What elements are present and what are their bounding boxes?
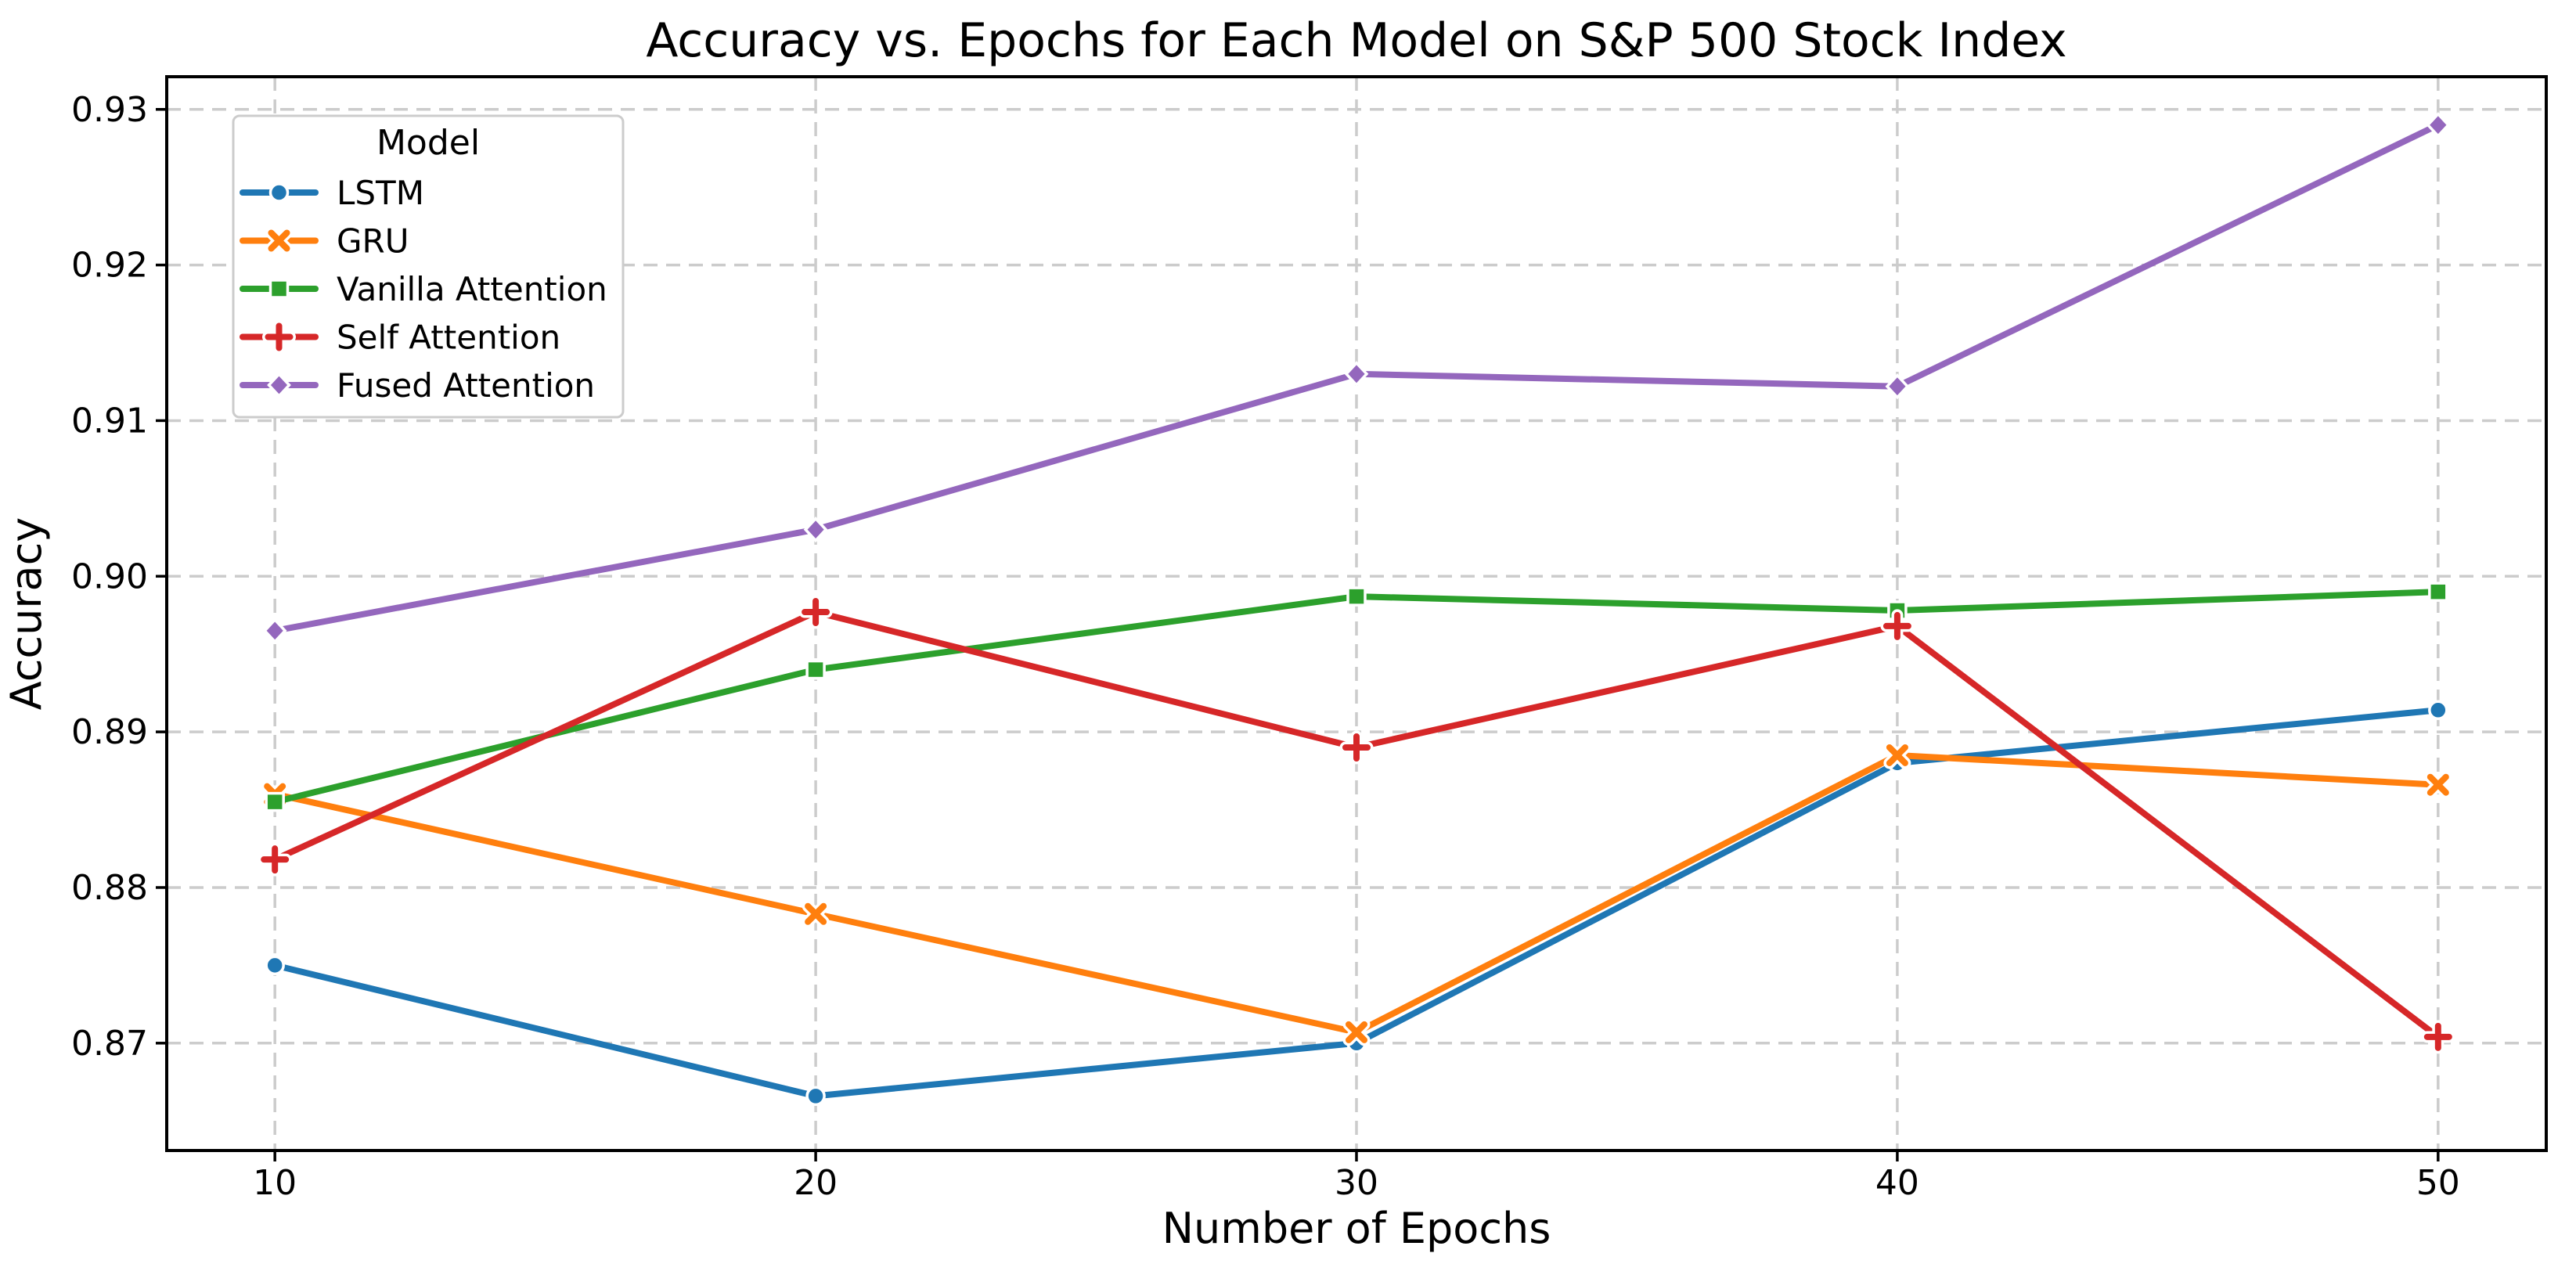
series-vanilla-attention bbox=[265, 582, 2448, 812]
marker-fused-attention bbox=[1344, 361, 1369, 387]
y-tick-label: 0.92 bbox=[71, 246, 148, 286]
chart-title: Accuracy vs. Epochs for Each Model on S&… bbox=[646, 13, 2066, 68]
marker-vanilla-attention bbox=[2428, 582, 2448, 602]
axes: 10 20 30 40 50 0.87 0.88 0.89 0.90 0.91 0.92 0.93 bbox=[71, 75, 2548, 1203]
marker-fused-attention bbox=[2426, 112, 2451, 139]
marker-vanilla-attention bbox=[1346, 586, 1367, 607]
y-tick-label: 0.87 bbox=[71, 1024, 148, 1064]
legend-box bbox=[232, 114, 625, 419]
legend-item-label: Vanilla Attention bbox=[337, 270, 607, 308]
x-tick-label: 30 bbox=[1335, 1163, 1378, 1203]
legend-item-label: LSTM bbox=[337, 174, 424, 212]
y-tick-label: 0.88 bbox=[71, 868, 148, 908]
legend-item-label: Self Attention bbox=[337, 319, 560, 357]
marker-fused-attention bbox=[803, 517, 828, 543]
legend-item-gru: GRU bbox=[240, 222, 409, 261]
marker-self-attention bbox=[798, 595, 833, 629]
legend-marker-icon bbox=[268, 182, 290, 203]
marker-gru bbox=[802, 900, 830, 928]
legend-marker-icon bbox=[265, 227, 293, 254]
series-fused-attention bbox=[262, 112, 2451, 644]
marker-self-attention bbox=[2421, 1020, 2455, 1054]
legend-marker-icon bbox=[262, 320, 296, 354]
legend-item-label: GRU bbox=[337, 222, 409, 261]
y-tick-label: 0.91 bbox=[71, 401, 148, 441]
x-tick-label: 20 bbox=[794, 1163, 838, 1203]
legend-title: Model bbox=[376, 123, 480, 163]
marker-lstm bbox=[265, 955, 285, 976]
marker-gru bbox=[2424, 771, 2452, 799]
marker-fused-attention bbox=[262, 618, 287, 644]
marker-vanilla-attention bbox=[265, 791, 285, 812]
legend-item-self-attention: Self Attention bbox=[240, 319, 560, 357]
x-axis-label: Number of Epochs bbox=[1162, 1204, 1551, 1253]
legend-item-fused-attention: Fused Attention bbox=[240, 366, 595, 405]
marker-lstm bbox=[2428, 700, 2448, 721]
marker-self-attention bbox=[1339, 730, 1374, 765]
x-tick-label: 10 bbox=[253, 1163, 297, 1203]
y-tick-label: 0.90 bbox=[71, 556, 148, 596]
marker-self-attention bbox=[1880, 609, 1915, 643]
y-tick-label: 0.89 bbox=[71, 712, 148, 752]
marker-gru bbox=[1883, 741, 1911, 769]
marker-vanilla-attention bbox=[805, 659, 826, 680]
legend-marker-icon bbox=[268, 279, 290, 299]
legend-item-label: Fused Attention bbox=[337, 366, 595, 405]
marker-self-attention bbox=[258, 842, 292, 877]
marker-fused-attention bbox=[1885, 373, 1910, 400]
marker-gru bbox=[1342, 1018, 1371, 1046]
legend-item-lstm: LSTM bbox=[240, 174, 424, 212]
x-tick-label: 40 bbox=[1875, 1163, 1919, 1203]
y-axis-label: Accuracy bbox=[2, 517, 51, 711]
series-self-attention bbox=[258, 595, 2455, 1054]
legend-marker-icon bbox=[267, 372, 291, 398]
y-tick-label: 0.93 bbox=[71, 90, 148, 130]
series-group bbox=[258, 112, 2455, 1107]
legend-item-vanilla-attention: Vanilla Attention bbox=[240, 270, 607, 308]
x-tick-label: 50 bbox=[2416, 1163, 2460, 1203]
marker-lstm bbox=[805, 1086, 826, 1107]
legend: Model LSTM GRU Vanilla Attention Self Attent… bbox=[232, 114, 625, 419]
